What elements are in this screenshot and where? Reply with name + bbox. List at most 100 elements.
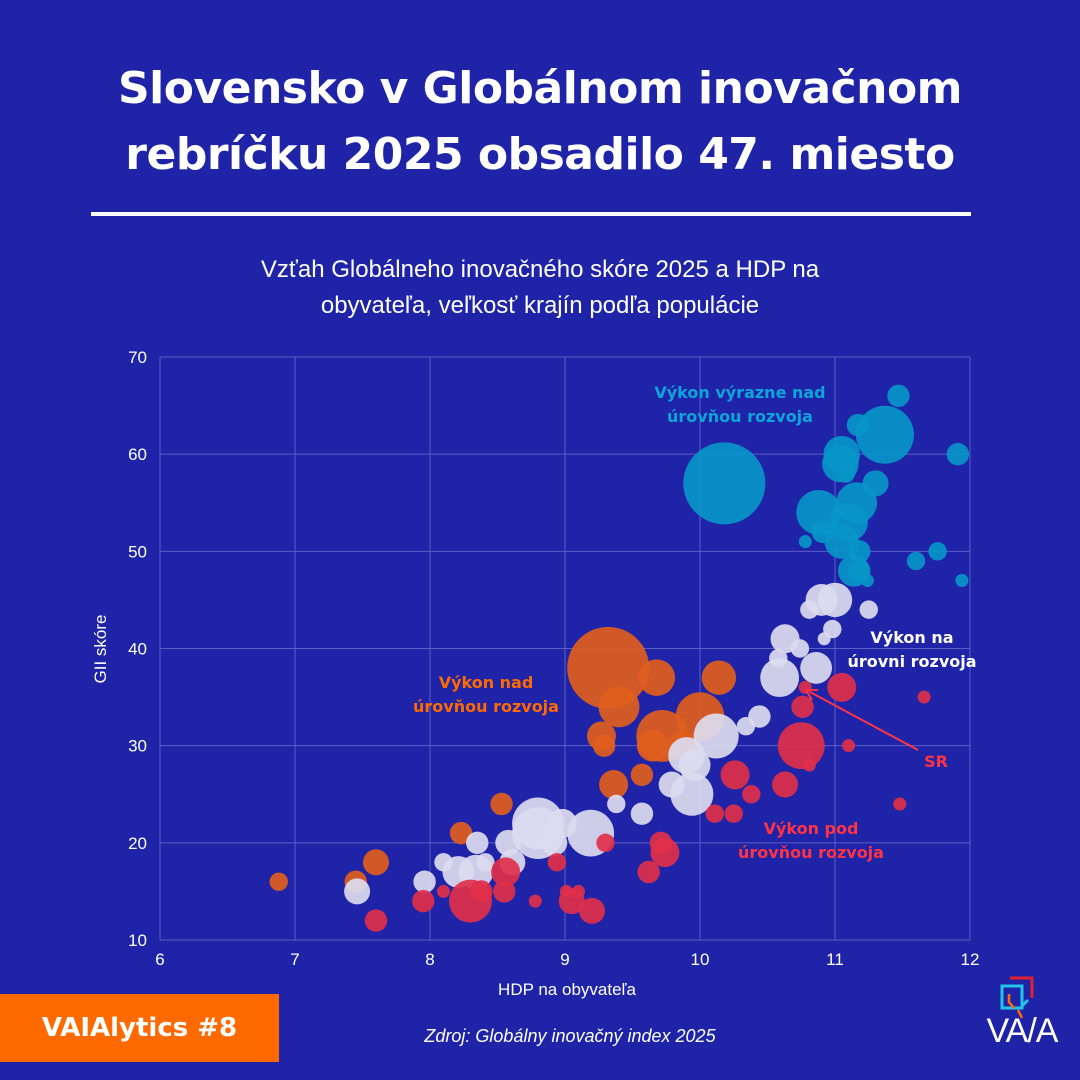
annotation-above-line1: Výkon nad <box>439 673 534 692</box>
axis-ticks: 6 7 8 9 10 11 12 10 20 30 40 50 60 70 <box>128 348 979 969</box>
bubble-far-above <box>846 413 870 437</box>
y-tick-label: 20 <box>128 834 147 853</box>
annotation-at-level-line1: Výkon na <box>870 628 953 647</box>
annotation-sr: SR <box>924 752 948 771</box>
bubble-far-above <box>683 442 766 525</box>
bubble-at-level <box>693 713 739 759</box>
bubble-at-level <box>760 658 800 698</box>
x-tick-label: 12 <box>961 950 980 969</box>
bubble-at-level <box>800 652 832 684</box>
bubble-at-level <box>434 853 453 872</box>
bubble-at-level <box>678 749 711 781</box>
bubble-sr <box>798 680 812 694</box>
bubble-above <box>567 626 650 709</box>
bubble-far-above <box>855 405 914 464</box>
bubble-below <box>827 672 857 702</box>
bubble-at-level <box>630 802 654 825</box>
bubble-at-level <box>817 632 831 646</box>
x-tick-label: 9 <box>560 950 569 969</box>
bubble-above <box>599 770 629 800</box>
bubble-at-level <box>800 600 819 619</box>
annotation-below-line1: Výkon pod <box>764 819 859 838</box>
bubble-above <box>363 849 389 876</box>
vaia-logo-text: VA/A <box>986 1012 1059 1050</box>
bubble-below <box>802 758 816 772</box>
bubble-far-above <box>860 573 874 587</box>
bubble-above <box>598 686 640 728</box>
y-tick-label: 10 <box>128 931 147 950</box>
x-tick-label: 7 <box>290 950 299 969</box>
bubble-at-level <box>817 582 853 618</box>
bubble-below <box>917 690 931 704</box>
x-tick-label: 11 <box>826 950 844 969</box>
bubble-above <box>638 659 676 696</box>
bubble-below <box>559 884 573 898</box>
x-tick-label: 8 <box>425 950 434 969</box>
bubble-below <box>742 785 761 804</box>
bubble-at-level <box>476 853 495 872</box>
bubble-above <box>701 660 737 695</box>
bubble-below <box>579 897 605 924</box>
x-tick-label: 10 <box>691 950 710 969</box>
bubble-below <box>493 880 516 903</box>
bubble-far-above <box>955 573 969 587</box>
bubble-below <box>724 804 743 823</box>
bubble-below <box>772 771 799 798</box>
y-tick-label: 40 <box>128 640 147 659</box>
bubble-at-level <box>344 878 371 905</box>
bubble-at-level <box>541 829 568 856</box>
bubble-above <box>269 872 288 891</box>
bubble-far-above <box>798 535 812 549</box>
bubble-below <box>720 760 750 790</box>
bubble-below <box>412 889 435 913</box>
bubble-below <box>596 833 615 853</box>
title-divider <box>91 212 971 216</box>
bubble-at-level <box>736 717 756 736</box>
bubble-above <box>630 763 654 787</box>
bubble-above <box>592 734 616 757</box>
bubble-chart: 6 7 8 9 10 11 12 10 20 30 40 50 60 70 Výkon výrazne n… <box>91 348 979 999</box>
bubble-below <box>547 853 567 872</box>
x-tick-label: 6 <box>155 950 164 969</box>
bubble-above <box>490 792 513 816</box>
x-axis-label: HDP na obyvateľa <box>498 980 636 999</box>
source-note: Zdroj: Globálny inovačný index 2025 <box>424 1026 716 1046</box>
annotation-below-line2: úrovňou rozvoja <box>738 843 884 862</box>
bubble-below <box>572 884 585 898</box>
bubble-above <box>636 729 669 762</box>
bubble-below <box>842 739 855 753</box>
bubble-at-level <box>413 870 436 893</box>
chart-subtitle: Vzťah Globálneho inovačného skóre 2025 a… <box>0 252 1080 324</box>
bubble-below <box>470 880 493 903</box>
title-line-1: Slovensko v Globálnom inovačnom <box>117 63 963 114</box>
sr-arrow-line <box>809 691 919 751</box>
y-axis-label: GII skóre <box>91 615 110 684</box>
series-badge: VAIAlytics #8 <box>0 994 279 1062</box>
bubble-below <box>777 722 825 770</box>
annotations: Výkon výrazne nad úrovňou rozvoja Výkon … <box>413 383 977 862</box>
bubble-below <box>528 894 542 908</box>
bubble-at-level <box>670 772 714 816</box>
bubble-below <box>893 797 907 811</box>
bubble-above <box>449 821 473 845</box>
bubble-far-above <box>836 464 855 483</box>
bubble-at-level <box>790 639 810 658</box>
bubble-far-above <box>946 442 970 466</box>
annotation-far-above-line2: úrovňou rozvoja <box>667 407 813 426</box>
bubbles <box>269 384 970 932</box>
series-badge-label: VAIAlytics #8 <box>41 1013 238 1043</box>
subtitle-line-1: Vzťah Globálneho inovačného skóre 2025 a… <box>260 256 820 283</box>
bubble-at-level <box>466 831 489 855</box>
annotation-far-above-line1: Výkon výrazne nad <box>654 383 825 402</box>
annotation-at-level-line2: úrovni rozvoja <box>847 652 976 671</box>
bubble-at-level <box>607 794 626 814</box>
bubble-far-above <box>887 384 910 408</box>
bubble-below <box>437 884 450 898</box>
page-title: Slovensko v Globálnom inovačnom rebríčku… <box>0 56 1080 188</box>
subtitle-line-2: obyvateľa, veľkosť krajín podľa populáci… <box>320 292 760 319</box>
bubble-below <box>791 695 814 718</box>
y-tick-label: 60 <box>128 445 147 464</box>
annotation-above-line2: úrovňou rozvoja <box>413 697 559 716</box>
bubble-far-above <box>928 542 947 561</box>
title-line-2: rebríčku 2025 obsadilo 47. miesto <box>125 129 955 180</box>
